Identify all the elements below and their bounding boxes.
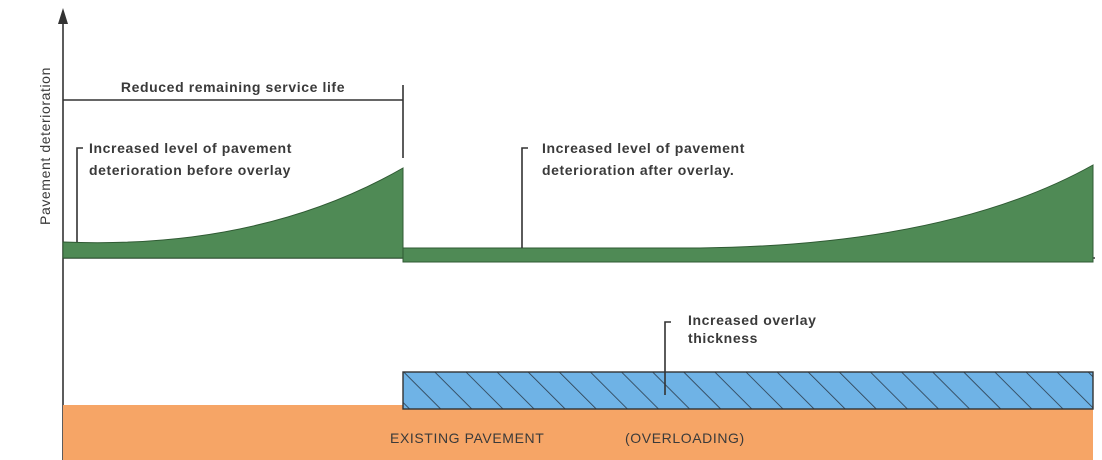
existing-pavement [63, 405, 1093, 460]
annotation: Increased level of pavement [542, 140, 745, 156]
leader [76, 147, 83, 242]
deterioration-after [402, 164, 1094, 263]
annotation: Increased overlay [688, 312, 817, 328]
axis-arrow [58, 8, 68, 24]
axis-label: Pavement deterioration [37, 67, 53, 225]
dimension-label: Reduced remaining service life [121, 79, 345, 95]
layer-label: EXISTING PAVEMENT [390, 430, 544, 446]
annotation: thickness [688, 330, 758, 346]
layer-note: (OVERLOADING) [625, 430, 745, 446]
annotation: deterioration before overlay [89, 162, 291, 178]
annotation: Increased level of pavement [89, 140, 292, 156]
overlay [402, 371, 1094, 410]
annotation: deterioration after overlay. [542, 162, 734, 178]
leader [521, 147, 528, 248]
deterioration-before [62, 167, 404, 259]
leader [664, 321, 671, 395]
